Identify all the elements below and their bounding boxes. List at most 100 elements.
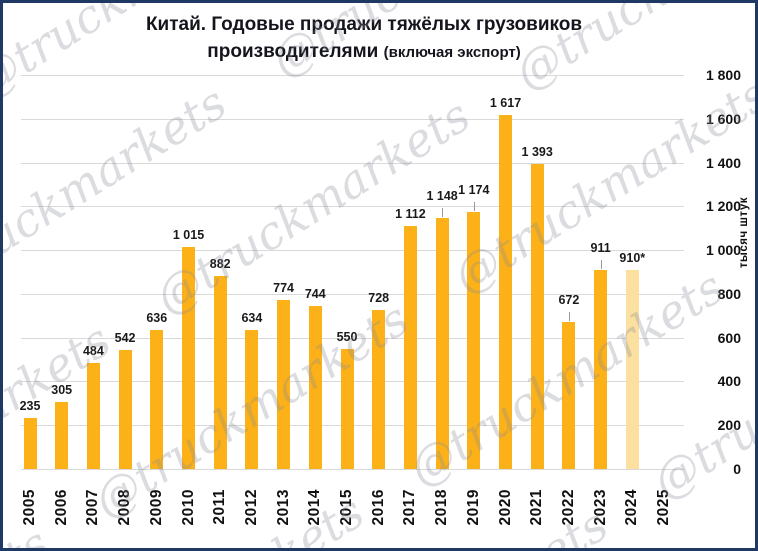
x-axis-tick-label: 2008 (114, 477, 136, 537)
bar-value-label: 1 148 (426, 188, 458, 203)
x-axis-tick-label: 2021 (526, 477, 548, 537)
chart-title-line1: Китай. Годовые продажи тяжёлых грузовико… (145, 14, 583, 35)
x-axis-tick-label: 2020 (495, 477, 517, 537)
bar-value-label: 882 (209, 256, 231, 271)
x-axis-tick-text: 2025 (655, 488, 672, 526)
y-axis-tick-label: 600 (717, 329, 741, 346)
gridline (21, 118, 684, 120)
gridline (21, 75, 684, 76)
x-axis-tick-label: 2013 (273, 477, 295, 537)
x-axis-tick-text: 2014 (306, 488, 324, 526)
bar-value-label: 305 (51, 383, 73, 398)
bar-2008 (118, 350, 132, 469)
y-axis-tick-label: 0 (733, 461, 741, 477)
x-axis-tick-text: 2015 (338, 488, 355, 526)
x-axis-tick-text: 2008 (116, 488, 134, 526)
y-axis-tick-label: 1 600 (705, 110, 741, 127)
bar-value-label: 1 617 (489, 96, 522, 111)
x-axis-tick-label: 2010 (178, 477, 200, 537)
x-axis-tick-label: 2005 (19, 477, 41, 537)
x-axis-tick-text: 2020 (496, 488, 514, 526)
plot-area: 0 200 400 600 800 1 000 1 200 1 400 1 600 1 800 20… (3, 3, 755, 548)
bar-2009 (150, 329, 164, 469)
label-leader-line (568, 311, 570, 321)
bar-2012 (245, 330, 259, 469)
chart-title-subtitle: (включая экспорт) (383, 43, 521, 61)
x-axis-tick-text: 2019 (464, 488, 482, 526)
x-axis-tick-text: 2023 (591, 488, 609, 526)
y-axis-tick-label: 1 400 (705, 154, 741, 171)
y-axis-tick-label: 1 000 (705, 242, 741, 259)
bar-value-label: 634 (241, 311, 263, 326)
bar-2013 (277, 299, 291, 469)
x-axis-tick-label: 2024 (621, 477, 643, 537)
bar-2011 (213, 275, 227, 469)
x-axis-tick-label: 2016 (368, 477, 390, 537)
bar-2016 (372, 309, 386, 469)
x-axis-tick-label: 2014 (304, 477, 326, 537)
bar-value-label: 1 393 (521, 145, 553, 160)
x-axis-tick-label: 2009 (146, 477, 168, 537)
gridline (21, 293, 684, 295)
x-axis-tick-text: 2013 (274, 488, 292, 526)
gridline (21, 162, 684, 164)
bar-2014 (308, 306, 322, 469)
y-axis-tick-label: 400 (717, 373, 741, 390)
x-axis-tick-text: 2005 (21, 488, 38, 526)
x-axis-tick-label: 2006 (51, 477, 73, 537)
x-axis-tick-text: 2012 (242, 488, 260, 526)
bar-value-label: 1 174 (458, 183, 490, 198)
bar-2010 (182, 246, 195, 469)
bar-value-label: 744 (304, 287, 326, 302)
bar-2015 (340, 348, 354, 469)
x-axis-tick-label: 2012 (241, 477, 263, 537)
x-axis-tick-text: 2024 (623, 488, 641, 526)
label-leader-line (442, 207, 444, 217)
x-axis-tick-text: 2011 (211, 489, 229, 525)
bar-2018 (435, 217, 449, 469)
x-axis-tick-text: 2022 (559, 488, 577, 526)
x-axis-tick-text: 2006 (52, 488, 70, 526)
x-axis-tick-label: 2007 (82, 477, 104, 537)
bar-2024 (625, 269, 639, 469)
y-axis-tick-label: 200 (717, 417, 741, 434)
x-axis-tick-label: 2023 (590, 477, 612, 537)
bar-value-label: 550 (336, 329, 358, 344)
x-axis-tick-text: 2021 (528, 488, 546, 526)
x-axis-tick-text: 2009 (147, 488, 165, 526)
chart-title-block: Китай. Годовые продажи тяжёлых грузовико… (3, 11, 725, 64)
x-axis-tick-text: 2018 (433, 488, 451, 526)
bar-value-label: 774 (273, 280, 295, 295)
bar-value-label: 235 (19, 398, 41, 413)
x-axis-tick-text: 2007 (84, 488, 102, 526)
bar-2017 (403, 225, 417, 469)
bar-value-label: 1 015 (172, 227, 205, 242)
x-axis-tick-label: 2022 (558, 477, 580, 537)
chart-title-line2-main: производителями (207, 40, 379, 62)
y-axis-tick-label: 1 800 (705, 67, 741, 83)
bar-value-label: 728 (368, 290, 390, 305)
x-axis-tick-label: 2019 (463, 477, 485, 537)
x-axis-tick-text: 2016 (369, 488, 387, 526)
bar-2021 (530, 164, 544, 469)
bar-2006 (55, 402, 69, 469)
label-leader-line (473, 202, 475, 212)
bar-value-label: 672 (558, 292, 580, 307)
x-axis-tick-label: 2015 (336, 477, 358, 537)
gridline (21, 250, 684, 252)
bar-value-label: 911 (590, 240, 611, 255)
bar-2007 (86, 363, 100, 469)
bar-2019 (467, 212, 481, 469)
x-axis-tick-text: 2010 (179, 488, 197, 526)
gridline (21, 469, 684, 470)
x-axis-tick-label: 2018 (431, 477, 453, 537)
label-leader-line (600, 259, 602, 269)
bar-value-label: 636 (146, 310, 168, 325)
bar-2022 (562, 321, 576, 469)
bar-value-label: 542 (114, 331, 136, 346)
bar-2020 (499, 115, 512, 469)
bar-2023 (594, 269, 608, 469)
bar-value-label: 910* (619, 250, 646, 265)
x-axis-tick-label: 2011 (209, 477, 231, 537)
